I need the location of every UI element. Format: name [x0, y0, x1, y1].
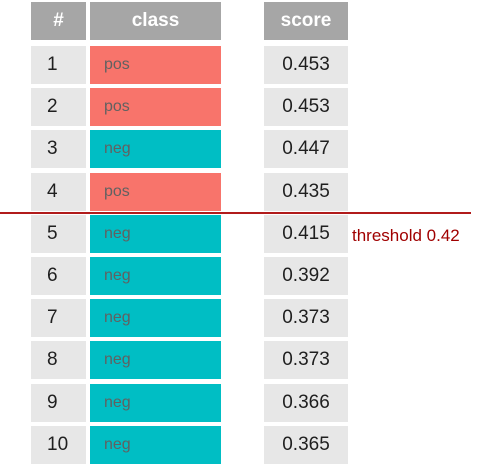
- score-cell: 0.373: [264, 341, 348, 379]
- class-cell: neg: [90, 299, 221, 337]
- class-cell: neg: [90, 341, 221, 379]
- rank-cell: 5: [31, 215, 86, 253]
- rank-cell: 1: [31, 46, 86, 84]
- class-cell: neg: [90, 257, 221, 295]
- rank-cell: 3: [31, 130, 86, 168]
- score-cell: 0.453: [264, 46, 348, 84]
- threshold-line: [0, 212, 471, 214]
- rank-cell: 8: [31, 341, 86, 379]
- class-cell: pos: [90, 173, 221, 211]
- rank-header: #: [31, 2, 86, 40]
- class-header: class: [90, 2, 221, 40]
- class-cell: pos: [90, 88, 221, 126]
- class-cell: neg: [90, 384, 221, 422]
- score-cell: 0.435: [264, 173, 348, 211]
- rank-cell: 6: [31, 257, 86, 295]
- score-cell: 0.415: [264, 215, 348, 253]
- score-cell: 0.366: [264, 384, 348, 422]
- class-cell: neg: [90, 426, 221, 464]
- score-cell: 0.373: [264, 299, 348, 337]
- score-header: score: [264, 2, 348, 40]
- rank-cell: 10: [31, 426, 86, 464]
- rank-cell: 4: [31, 173, 86, 211]
- rank-cell: 9: [31, 384, 86, 422]
- class-cell: neg: [90, 130, 221, 168]
- class-cell: pos: [90, 46, 221, 84]
- rank-cell: 2: [31, 88, 86, 126]
- rank-cell: 7: [31, 299, 86, 337]
- class-cell: neg: [90, 215, 221, 253]
- score-cell: 0.447: [264, 130, 348, 168]
- threshold-label: threshold 0.42: [352, 226, 460, 245]
- score-cell: 0.392: [264, 257, 348, 295]
- score-cell: 0.365: [264, 426, 348, 464]
- score-cell: 0.453: [264, 88, 348, 126]
